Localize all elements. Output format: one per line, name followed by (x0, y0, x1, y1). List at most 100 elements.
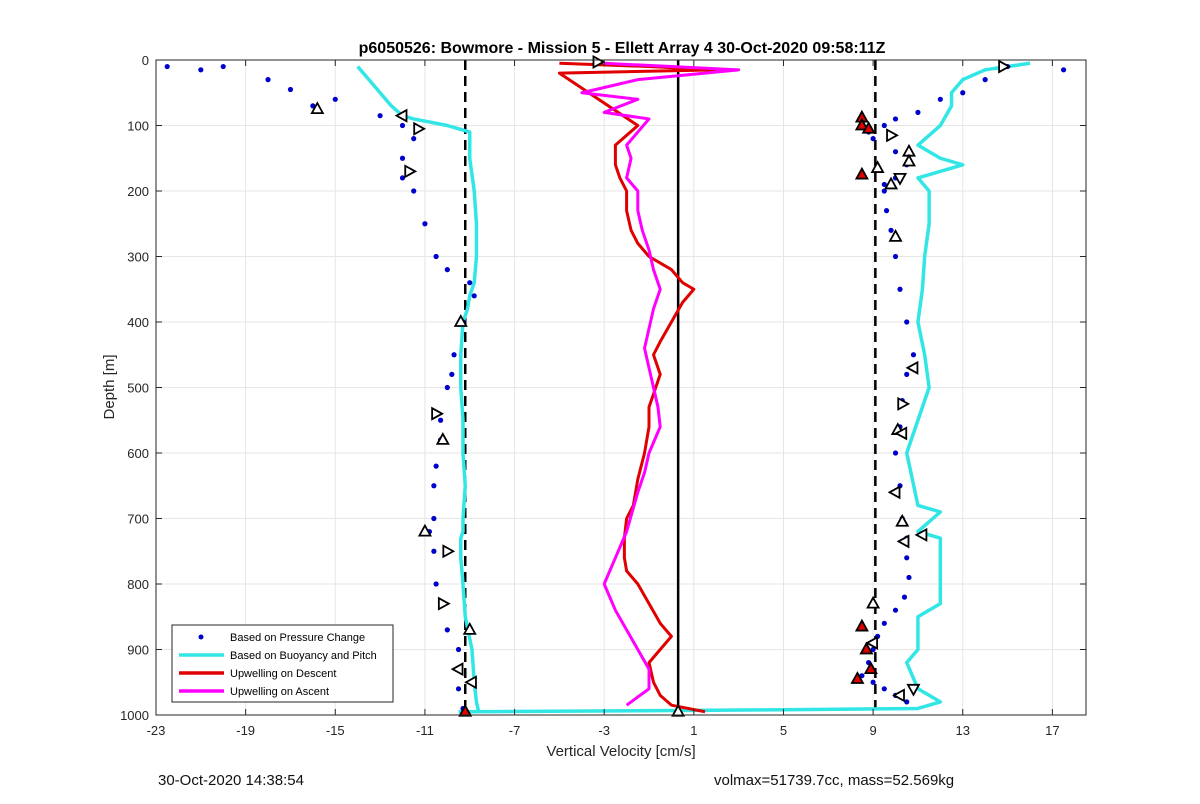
white-triangle-marker (450, 662, 464, 677)
legend-label: Based on Pressure Change (230, 632, 365, 644)
y-tick-label: 300 (127, 250, 149, 265)
pressure-change-point (164, 63, 170, 70)
red-triangle-marker (850, 671, 865, 684)
white-triangle-marker (886, 128, 899, 143)
buoyancy-pitch-line (458, 61, 1031, 714)
white-triangle-marker (462, 621, 477, 635)
x-tick-label: -3 (598, 723, 610, 738)
y-tick-label: 200 (127, 184, 149, 199)
white-triangle-marker (442, 544, 456, 559)
x-tick-label: 13 (956, 723, 970, 738)
pressure-change-point (455, 646, 462, 653)
pressure-change-point (892, 253, 899, 260)
white-triangle-marker (866, 595, 881, 609)
y-tick-label: 400 (127, 315, 149, 330)
red-triangle-marker (859, 641, 874, 655)
white-triangle-marker (894, 426, 908, 441)
x-tick-label: -11 (416, 723, 434, 738)
white-triangle-marker (437, 596, 451, 611)
white-triangle-marker (892, 172, 908, 186)
white-triangle-marker (865, 635, 879, 650)
pressure-change-point (982, 77, 988, 83)
y-tick-label: 100 (127, 119, 149, 134)
white-triangle-marker (896, 534, 910, 549)
footer-vehicle-info: volmax=51739.7cc, mass=52.569kg (714, 772, 955, 789)
pressure-change-point (881, 620, 887, 626)
white-triangle-marker (914, 527, 928, 542)
white-triangle-marker (905, 360, 919, 375)
pressure-change-point (1060, 67, 1067, 73)
pressure-change-point (433, 463, 439, 469)
red-triangle-marker (863, 661, 878, 675)
pressure-change-point (901, 594, 908, 600)
pressure-change-point (881, 181, 887, 188)
red-triangle-marker (458, 703, 473, 717)
white-triangle-marker (884, 176, 899, 190)
y-tick-label: 900 (127, 643, 149, 658)
pressure-change-point (892, 149, 899, 155)
x-tick-label: 1 (690, 723, 697, 738)
pressure-change-point (897, 286, 903, 292)
pressure-change-point (377, 113, 383, 119)
legend-label: Upwelling on Ascent (230, 686, 329, 698)
white-triangle-marker (310, 101, 325, 115)
pressure-change-point (444, 627, 450, 633)
pressure-change-point (411, 136, 417, 142)
pressure-change-point (455, 686, 462, 692)
white-triangle-marker (592, 54, 606, 69)
pressure-change-point (904, 319, 910, 325)
pressure-change-point (883, 208, 890, 214)
white-triangle-marker (435, 432, 450, 445)
pressure-change-point (870, 646, 876, 653)
y-tick-label: 800 (127, 577, 149, 592)
pressure-change-point (960, 90, 966, 96)
pressure-change-point (399, 122, 406, 129)
white-triangle-marker (464, 675, 477, 690)
white-triangle-marker (901, 153, 916, 167)
legend-label: Upwelling on Descent (230, 668, 336, 680)
pressure-change-point (937, 96, 943, 102)
white-triangle-marker (888, 228, 903, 242)
pressure-change-point (467, 280, 473, 286)
pressure-change-point (433, 253, 439, 260)
y-tick-label: 500 (127, 381, 149, 396)
y-tick-label: 1000 (120, 708, 149, 723)
pressure-change-point (433, 581, 439, 587)
legend-label: Based on Buoyancy and Pitch (230, 650, 377, 662)
pressure-change-point (431, 548, 437, 554)
chart-title: p6050526: Bowmore - Mission 5 - Ellett A… (359, 40, 886, 57)
pressure-change-point (431, 515, 437, 522)
axis-ticks: -23 -19 -15 -11 -7 -3 1 5 9 13 17 0 100 200 300 400 500 6… (120, 53, 1086, 738)
pressure-change-point (870, 679, 876, 685)
pressure-change-point (910, 352, 917, 358)
white-triangle-marker (417, 523, 432, 537)
x-tick-label: -7 (509, 723, 521, 738)
y-tick-label: 700 (127, 512, 149, 527)
upwelling-ascent-line (580, 61, 741, 707)
pressure-change-point (870, 136, 876, 142)
pressure-change-point (287, 86, 294, 93)
x-tick-label: 9 (869, 723, 876, 738)
upwelling-descent-line (557, 61, 718, 714)
pressure-change-point (904, 555, 910, 561)
footer-timestamp: 30-Oct-2020 14:38:54 (158, 772, 304, 789)
x-tick-label: 5 (780, 723, 787, 738)
pressure-change-point (220, 63, 226, 70)
white-triangle-marker (870, 160, 885, 173)
white-triangle-marker (895, 513, 910, 527)
white-triangle-marker (998, 59, 1011, 74)
legend-box (171, 624, 394, 703)
x-tick-label: 17 (1045, 723, 1059, 738)
x-tick-label: -23 (147, 723, 166, 738)
pressure-change-point (915, 109, 921, 115)
pressure-change-point (332, 96, 338, 102)
pressure-change-point (904, 371, 910, 377)
pressure-change-point (449, 371, 455, 377)
red-triangle-marker (861, 120, 876, 134)
pressure-change-point (892, 116, 899, 122)
pressure-change-point (198, 67, 204, 73)
legend: Based on Pressure Change Based on Buoyanc… (171, 624, 394, 703)
pressure-change-point (444, 267, 450, 273)
pressure-change-point (399, 175, 406, 181)
